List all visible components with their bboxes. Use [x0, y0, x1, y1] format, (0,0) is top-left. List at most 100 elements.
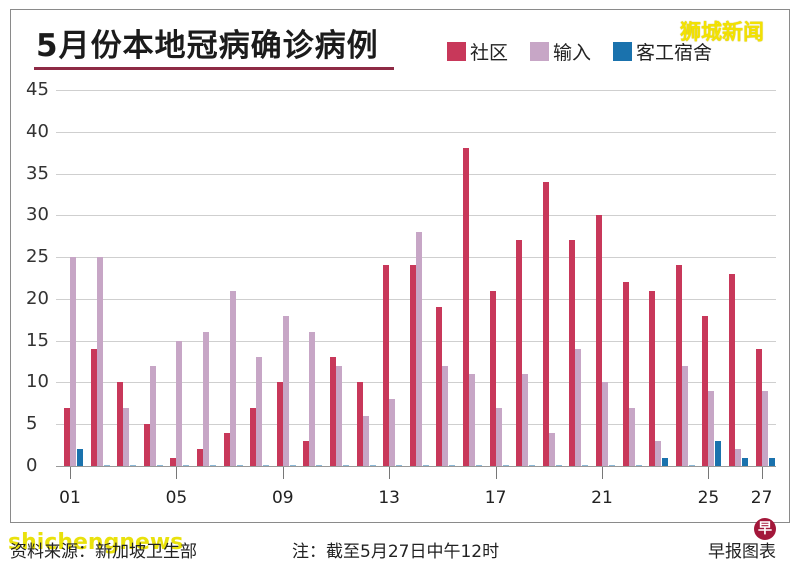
bar-community — [330, 357, 336, 466]
bar-imported — [522, 374, 529, 466]
bar-dormitory — [210, 465, 216, 466]
bar-community — [303, 440, 310, 466]
bar-community — [489, 290, 496, 466]
bar-imported — [282, 315, 289, 466]
legend-label: 客工宿舍 — [636, 42, 713, 64]
bar-community — [276, 382, 283, 466]
credit-text: 早报图表 — [708, 542, 776, 562]
bar-imported — [602, 382, 608, 466]
bar-community — [622, 282, 629, 466]
bar-dormitory — [715, 440, 722, 466]
y-tick-label: 15 — [26, 329, 49, 351]
bar-dormitory — [609, 465, 615, 466]
x-tick-mark — [602, 467, 603, 479]
bar-dormitory — [316, 465, 323, 466]
bar-dormitory — [263, 465, 270, 466]
bar-community — [649, 290, 656, 466]
bar-imported — [442, 365, 449, 466]
bar-imported — [362, 415, 369, 466]
bar-imported — [495, 407, 502, 466]
x-tick-mark — [761, 467, 763, 479]
bar-imported — [70, 257, 76, 466]
bar-community — [90, 349, 97, 466]
bar-community — [170, 457, 177, 466]
y-tick-label: 30 — [26, 204, 49, 226]
bar-dormitory — [555, 465, 562, 466]
bar-dormitory — [502, 465, 509, 466]
x-tick-mark — [708, 467, 710, 479]
bar-imported — [628, 407, 635, 466]
legend-swatch-dormitory — [613, 42, 633, 61]
legend-swatch-imported — [530, 42, 550, 61]
bar-imported — [229, 290, 236, 466]
bar-community — [436, 307, 443, 466]
bar-community — [463, 148, 469, 466]
bar-community — [702, 315, 709, 466]
y-tick-label: 45 — [26, 79, 49, 100]
bar-dormitory — [449, 465, 456, 466]
bar-community — [516, 240, 523, 466]
x-tick-label: 27 — [750, 488, 773, 508]
x-tick-mark — [176, 467, 178, 479]
bar-community — [729, 273, 735, 466]
bar-imported — [123, 407, 130, 466]
bar-dormitory — [156, 465, 163, 466]
bar-dormitory — [529, 465, 536, 466]
x-tick-label: 13 — [378, 488, 400, 508]
bar-community — [755, 349, 762, 466]
title-underline — [34, 67, 394, 70]
bar-dormitory — [688, 465, 695, 466]
bar-dormitory — [422, 465, 429, 466]
bar-imported — [389, 399, 396, 466]
bar-community — [356, 382, 363, 466]
legend-label: 输入 — [553, 42, 592, 64]
gridline — [56, 131, 776, 133]
zaobao-logo-icon: 早 — [754, 518, 776, 540]
bar-imported — [548, 432, 555, 466]
y-tick-label: 20 — [26, 287, 49, 309]
bar-dormitory — [476, 465, 482, 466]
bar-dormitory — [369, 465, 376, 466]
x-tick-label: 01 — [59, 488, 81, 508]
chart-title: 5月份本地冠病确诊病例 — [36, 28, 379, 64]
bar-imported — [681, 365, 688, 466]
bar-dormitory — [343, 465, 349, 466]
source-text: 资料来源：新加坡卫生部 — [10, 542, 197, 562]
legend: 社区 输入 客工宿舍 — [447, 38, 712, 65]
bar-dormitory — [289, 465, 296, 466]
y-tick-label: 5 — [26, 413, 38, 435]
legend-item-imported: 输入 — [530, 38, 591, 65]
bar-community — [569, 240, 576, 466]
gridline — [56, 90, 776, 91]
bar-dormitory — [662, 457, 669, 466]
x-tick-label: 17 — [484, 488, 507, 508]
x-tick-mark — [70, 467, 71, 479]
bar-community — [383, 265, 390, 466]
bar-imported — [336, 365, 342, 466]
x-tick-label: 21 — [591, 488, 613, 508]
bar-dormitory — [236, 465, 243, 466]
bar-dormitory — [183, 465, 190, 466]
bar-dormitory — [77, 449, 83, 466]
bar-imported — [575, 349, 582, 466]
bar-community — [197, 449, 203, 466]
bar-community — [117, 382, 124, 466]
x-axis-baseline — [56, 466, 776, 467]
y-tick-label: 10 — [26, 371, 49, 393]
x-tick-label: 25 — [697, 488, 720, 508]
x-tick-mark — [282, 467, 284, 479]
x-tick-mark — [389, 467, 391, 479]
note-text: 注：截至5月27日中午12时 — [292, 542, 500, 562]
y-tick-label: 0 — [26, 455, 38, 476]
bar-imported — [708, 390, 715, 466]
bar-dormitory — [396, 465, 403, 466]
bar-imported — [149, 365, 156, 466]
y-tick-label: 40 — [26, 120, 49, 142]
chart-frame — [10, 9, 790, 523]
legend-label: 社区 — [470, 42, 509, 64]
bar-dormitory — [768, 457, 775, 466]
bar-community — [542, 181, 549, 466]
x-tick-label: 05 — [165, 488, 188, 508]
y-tick-label: 35 — [26, 162, 49, 184]
bar-community — [64, 407, 70, 466]
